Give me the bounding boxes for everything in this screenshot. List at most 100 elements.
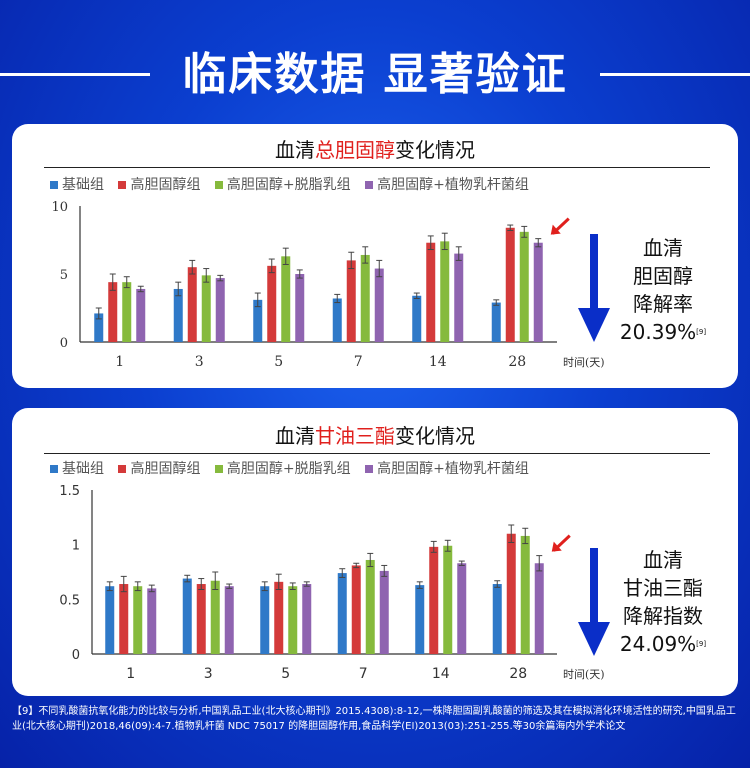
legend-swatch xyxy=(118,181,127,189)
x-tick-label: 3 xyxy=(204,666,213,682)
bar-skim xyxy=(122,282,132,342)
y-tick-label: 1 xyxy=(72,539,80,554)
bar-base xyxy=(182,578,192,654)
bar-high xyxy=(196,584,206,654)
x-tick-label: 7 xyxy=(359,666,368,682)
red-arrow-head xyxy=(551,541,562,552)
chart-title-highlight: 总胆固醇 xyxy=(315,138,395,162)
bar-plant xyxy=(215,278,225,342)
bar-high xyxy=(426,242,436,342)
down-arrow-icon xyxy=(578,548,610,656)
x-tick-label: 28 xyxy=(509,666,527,682)
bar-plant xyxy=(457,563,467,654)
y-tick-label: 0 xyxy=(72,648,80,663)
y-tick-label: 1.5 xyxy=(59,484,80,499)
y-tick-label: 5 xyxy=(60,268,68,283)
bar-plant xyxy=(224,586,234,654)
chart-title-prefix: 血清 xyxy=(275,424,315,448)
bar-skim xyxy=(281,256,291,342)
bar-plant xyxy=(454,253,464,342)
chart-title-prefix: 血清 xyxy=(275,138,315,162)
page-title: 临床数据 显著验证 xyxy=(182,49,568,100)
bar-plant xyxy=(295,274,305,342)
cholesterol-summary: 血清 胆固醇 降解率 20.39%[9] xyxy=(619,236,707,344)
x-tick-label: 3 xyxy=(195,354,204,370)
x-tick-label: 14 xyxy=(432,666,450,682)
red-arrow-head xyxy=(550,224,561,235)
chart-title-highlight: 甘油三酯 xyxy=(315,424,395,448)
bar-high xyxy=(351,565,361,654)
legend-swatch xyxy=(50,181,58,189)
legend-swatch xyxy=(365,181,374,189)
bar-skim xyxy=(288,586,298,654)
legend-item-base: 基础组 xyxy=(50,174,104,194)
header-rule-right xyxy=(600,73,750,76)
bar-plant xyxy=(136,288,146,342)
bar-high xyxy=(505,227,515,342)
chart-card-cholesterol: 血清总胆固醇变化情况 基础组 高胆固醇组 高胆固醇+脱脂乳组 高胆固醇+植物乳杆… xyxy=(12,124,738,388)
chart-legend: 基础组 高胆固醇组 高胆固醇+脱脂乳组 高胆固醇+植物乳杆菌组 xyxy=(50,458,539,478)
y-tick-label: 10 xyxy=(51,200,68,215)
header-rule-left xyxy=(0,73,150,76)
x-tick-label: 5 xyxy=(274,354,283,370)
bar-base xyxy=(173,288,183,342)
bar-base xyxy=(492,584,502,654)
bar-skim xyxy=(360,254,370,342)
bar-plant xyxy=(379,570,389,654)
title-rule xyxy=(44,453,710,454)
reference-footnote: 【9】不同乳酸菌抗氧化能力的比较与分析,中国乳品工业(北大核心期刊》2015.4… xyxy=(12,706,736,732)
bar-skim xyxy=(519,231,529,342)
bar-skim xyxy=(440,241,450,342)
bar-base xyxy=(415,585,425,654)
bar-plant xyxy=(533,242,543,342)
bar-high xyxy=(267,265,277,342)
x-tick-label: 1 xyxy=(115,354,124,370)
legend-item-plant: 高胆固醇+植物乳杆菌组 xyxy=(365,174,529,194)
legend-item-high: 高胆固醇组 xyxy=(118,458,200,478)
bar-base xyxy=(94,313,104,342)
bar-base xyxy=(253,299,263,342)
legend-swatch xyxy=(50,465,58,473)
x-tick-label: 14 xyxy=(429,354,447,370)
chart-title: 血清总胆固醇变化情况 xyxy=(12,134,738,163)
legend-item-skim: 高胆固醇+脱脂乳组 xyxy=(214,174,351,194)
y-tick-label: 0.5 xyxy=(59,593,80,608)
x-tick-label: 5 xyxy=(281,666,290,682)
legend-item-plant: 高胆固醇+植物乳杆菌组 xyxy=(365,458,529,478)
bar-high xyxy=(274,581,284,654)
bar-high xyxy=(187,267,197,342)
bar-high xyxy=(108,282,118,342)
legend-swatch xyxy=(214,181,223,189)
bar-skim xyxy=(365,559,375,654)
x-tick-label: 7 xyxy=(354,354,363,370)
bar-base xyxy=(337,573,347,654)
triglyceride-summary: 血清 甘油三酯 降解指数 24.09%[9] xyxy=(619,548,707,656)
bar-skim xyxy=(133,586,143,654)
chart-card-triglyceride: 血清甘油三酯变化情况 基础组 高胆固醇组 高胆固醇+脱脂乳组 高胆固醇+植物乳杆… xyxy=(12,408,738,696)
down-arrow-icon xyxy=(578,234,610,342)
legend-item-high: 高胆固醇组 xyxy=(118,174,200,194)
bar-plant xyxy=(147,588,157,654)
legend-swatch xyxy=(214,465,223,473)
reference-mark: [9] xyxy=(696,328,707,336)
red-arrow-icon xyxy=(550,217,570,235)
x-tick-label: 1 xyxy=(126,666,135,682)
bar-high xyxy=(506,533,516,654)
bar-skim xyxy=(520,535,530,654)
bar-skim xyxy=(201,275,211,342)
bar-base xyxy=(105,586,115,654)
x-tick-label: 28 xyxy=(508,354,526,370)
y-tick-label: 0 xyxy=(60,336,68,351)
chart-title-suffix: 变化情况 xyxy=(395,138,475,162)
chart-title-suffix: 变化情况 xyxy=(395,424,475,448)
bar-base xyxy=(412,295,422,342)
bar-base xyxy=(332,298,342,342)
cholesterol-percent: 20.39% xyxy=(619,320,697,344)
bar-high xyxy=(119,584,129,654)
legend-item-skim: 高胆固醇+脱脂乳组 xyxy=(214,458,351,478)
bar-plant xyxy=(302,584,312,654)
bar-plant xyxy=(374,268,384,342)
bar-high xyxy=(346,260,356,342)
chart-legend: 基础组 高胆固醇组 高胆固醇+脱脂乳组 高胆固醇+植物乳杆菌组 xyxy=(50,174,539,194)
bar-plant xyxy=(534,563,544,654)
